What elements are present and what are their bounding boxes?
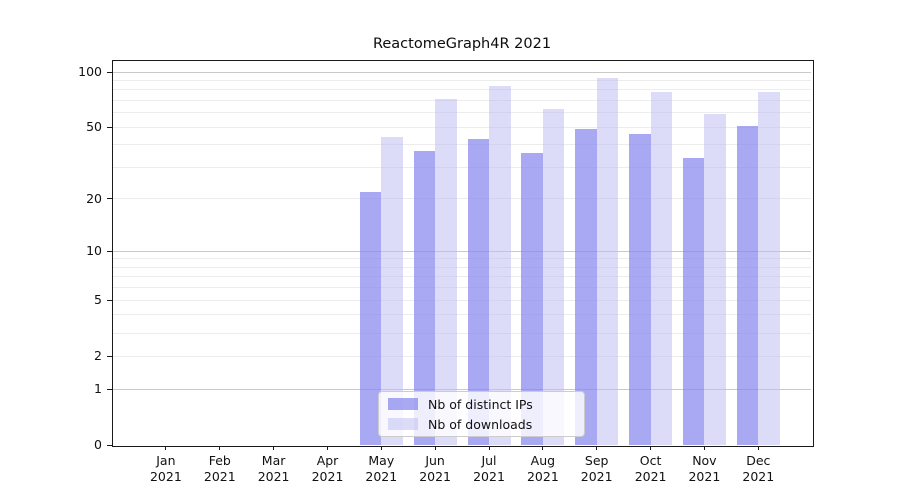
gridline-minor — [113, 126, 811, 128]
x-axis-tick — [165, 446, 167, 450]
x-axis-tick — [757, 446, 759, 450]
gridline-minor — [113, 167, 811, 168]
legend-entry: Nb of downloads — [388, 417, 576, 432]
x-axis-tick-label: Dec 2021 — [742, 453, 775, 484]
gridline-minor — [113, 258, 811, 260]
y-axis-tick-label: 10 — [86, 243, 102, 259]
gridline-major — [113, 71, 811, 73]
bar-downloads-may-2021 — [381, 137, 403, 445]
x-axis-tick-label: Apr 2021 — [311, 453, 344, 484]
gridline-minor — [113, 79, 811, 81]
bar-downloads-dec-2021 — [758, 91, 780, 445]
bar-downloads-aug-2021 — [542, 108, 565, 445]
bar-distinct-ips-may-2021 — [359, 191, 382, 445]
x-axis-tick — [650, 446, 652, 450]
x-axis-tick — [273, 446, 275, 450]
x-axis-tick — [703, 446, 705, 450]
gridline-minor — [113, 276, 811, 278]
y-axis-tick — [107, 444, 112, 446]
gridline-minor — [113, 287, 811, 289]
x-axis-tick — [488, 446, 490, 450]
x-axis-tick-label: Feb 2021 — [203, 453, 236, 484]
legend-swatch-downloads — [388, 418, 418, 430]
x-axis-tick-label: May 2021 — [365, 453, 398, 484]
x-axis-tick — [596, 446, 598, 450]
y-axis-tick — [107, 355, 112, 357]
x-axis-tick-label: Oct 2021 — [634, 453, 667, 484]
y-axis-tick-label: 1 — [94, 381, 102, 396]
x-axis-tick-label: Aug 2021 — [526, 453, 559, 484]
bar-downloads-jun-2021 — [435, 99, 457, 445]
x-axis-tick-label: Jun 2021 — [419, 453, 451, 484]
bar-distinct-ips-sep-2021 — [575, 128, 597, 445]
y-axis-tick — [107, 198, 112, 200]
bar-distinct-ips-nov-2021 — [682, 157, 705, 445]
x-axis-tick — [219, 446, 221, 450]
y-axis-tick — [107, 250, 112, 252]
y-axis-tick-label: 0 — [94, 437, 102, 452]
bar-downloads-oct-2021 — [650, 91, 673, 445]
x-axis-tick-label: Sep 2021 — [580, 453, 613, 484]
bar-distinct-ips-oct-2021 — [629, 133, 651, 445]
y-axis-tick — [107, 299, 112, 301]
gridline-minor — [113, 144, 811, 146]
bar-distinct-ips-jul-2021 — [467, 139, 489, 445]
gridline-minor — [113, 266, 811, 268]
x-axis-tick-label: Nov 2021 — [688, 453, 721, 484]
y-axis-tick-label: 20 — [86, 190, 102, 206]
gridline-minor — [113, 332, 811, 334]
bar-downloads-nov-2021 — [704, 114, 726, 445]
gridline-minor — [113, 355, 811, 357]
gridline-major — [113, 388, 811, 390]
legend-label: Nb of distinct IPs — [428, 396, 533, 412]
legend-swatch-distinct-ips — [388, 398, 418, 410]
x-axis-tick-label: Jan 2021 — [149, 453, 182, 484]
bar-distinct-ips-jun-2021 — [413, 151, 436, 445]
gridline-minor — [113, 89, 811, 91]
y-axis-tick-label: 100 — [78, 64, 102, 79]
y-axis-tick — [107, 71, 112, 73]
gridline-minor — [113, 314, 811, 316]
bar-distinct-ips-aug-2021 — [521, 153, 543, 445]
gridline-minor — [113, 299, 811, 301]
bar-downloads-sep-2021 — [596, 77, 619, 445]
y-axis-tick — [107, 126, 112, 128]
x-axis-tick — [327, 446, 328, 450]
x-axis-tick — [542, 446, 544, 450]
bar-downloads-jul-2021 — [489, 85, 511, 445]
y-axis-tick-label: 50 — [86, 119, 102, 135]
chart-title: ReactomeGraph4R 2021 — [372, 36, 552, 52]
bar-distinct-ips-dec-2021 — [736, 125, 759, 445]
legend-entry: Nb of distinct IPs — [388, 397, 576, 412]
legend: Nb of distinct IPs Nb of downloads — [378, 391, 585, 437]
y-axis-tick-label: 5 — [94, 292, 102, 308]
gridline-minor — [113, 100, 811, 101]
gridline-minor — [113, 198, 811, 200]
x-axis-tick-label: Jul 2021 — [473, 453, 505, 484]
x-axis-tick — [380, 446, 382, 450]
legend-label: Nb of downloads — [428, 416, 533, 432]
gridline-major — [113, 250, 811, 252]
x-axis-tick — [434, 446, 436, 450]
y-axis-tick-label: 2 — [94, 348, 102, 364]
y-axis-tick — [107, 388, 112, 390]
gridline-minor — [113, 112, 811, 114]
x-axis-tick-label: Mar 2021 — [257, 453, 290, 484]
